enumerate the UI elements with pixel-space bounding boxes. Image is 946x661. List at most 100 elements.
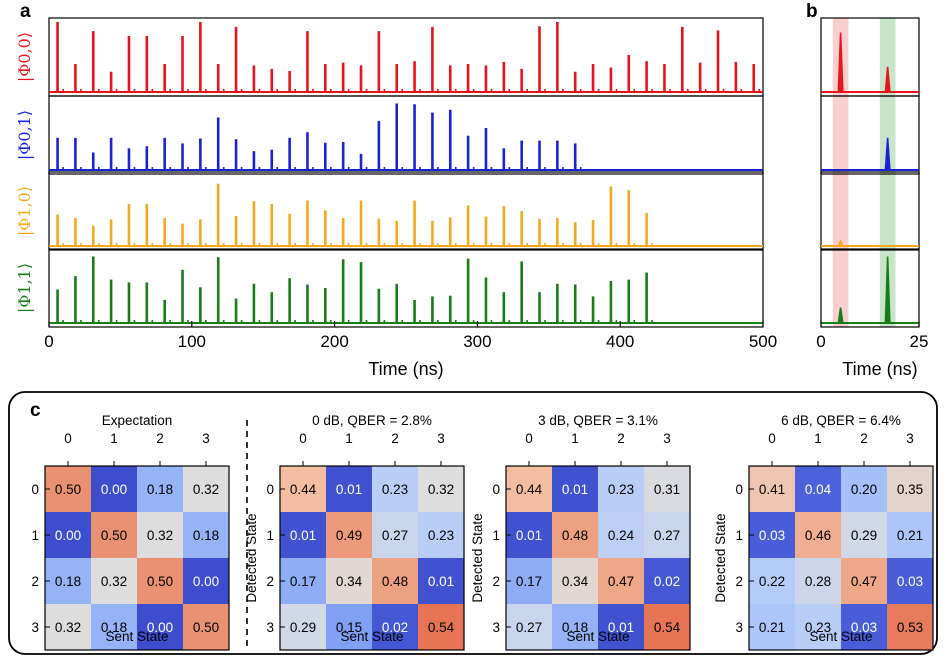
heatmap-cell [372, 604, 418, 650]
panel-b-row-frame [820, 248, 920, 328]
heatmap-row-tick: 2 [492, 574, 500, 589]
heatmap-cell [372, 512, 418, 558]
heatmap-cell [887, 604, 933, 650]
heatmap-cell [45, 604, 91, 650]
heatmap-cell-value: 0.00 [147, 620, 173, 635]
heatmap-cell-value: 0.27 [516, 620, 542, 635]
heatmap-title: Expectation [102, 413, 173, 428]
heatmap-cell [506, 466, 552, 512]
heatmap-xlabel: Sent State [809, 629, 872, 644]
heatmap-cell [506, 512, 552, 558]
heatmap-frame [748, 465, 934, 651]
heatmap-cell [280, 512, 326, 558]
heatmap-cell-value: 0.24 [608, 528, 635, 543]
panel-b-peak [884, 66, 891, 93]
heatmap-cell [137, 558, 183, 604]
heatmap-cell [45, 512, 91, 558]
heatmap-row-tick: 3 [31, 620, 39, 635]
heatmap-row-tick: 1 [266, 528, 274, 543]
heatmap-cell-value: 0.32 [101, 574, 127, 589]
heatmap-cell [598, 604, 644, 650]
heatmap-cell-value: 0.28 [805, 574, 831, 589]
heatmap-cell [506, 604, 552, 650]
heatmap-cell [91, 512, 137, 558]
heatmap-col-tick: 3 [663, 431, 671, 446]
heatmap-cell [326, 466, 372, 512]
panel-b-peak [837, 307, 844, 324]
heatmap-row-tick: 0 [492, 482, 500, 497]
panel-label-c: c [30, 400, 41, 421]
heatmap-cell-value: 0.49 [336, 528, 362, 543]
panel-c-heatmaps: Expectation 0 1 2 3 0.50 0.00 0.18 0.32 0 0.00 0.50… [31, 413, 934, 651]
heatmap-cell-value: 0.23 [428, 528, 454, 543]
heatmap-cell-value: 0.32 [193, 482, 219, 497]
heatmap-cell [552, 512, 598, 558]
heatmap-cell [749, 604, 795, 650]
heatmap-row-tick: 3 [735, 620, 743, 635]
heatmap-cell-value: 0.03 [897, 574, 923, 589]
heatmap-cell-value: 0.46 [805, 528, 831, 543]
heatmap-cell-value: 0.00 [101, 482, 127, 497]
heatmap-cell [326, 558, 372, 604]
heatmap-cell-value: 0.54 [428, 620, 455, 635]
heatmap-cell [137, 466, 183, 512]
heatmap-title: 6 dB, QBER = 6.4% [781, 413, 901, 428]
heatmap-cell-value: 0.22 [759, 574, 785, 589]
panel-label-b: b [806, 1, 818, 22]
heatmap-cell-value: 0.32 [147, 528, 173, 543]
panel-b-peak [837, 239, 844, 247]
panel-a-row-frame [48, 248, 764, 328]
heatmap-cell [372, 558, 418, 604]
heatmap-cell-value: 0.34 [336, 574, 363, 589]
heatmap-cell-value: 0.32 [428, 482, 454, 497]
heatmap-cell [841, 466, 887, 512]
heatmap-cell-value: 0.44 [516, 482, 543, 497]
panel-b-tick-label: 25 [910, 332, 929, 351]
heatmap-cell-value: 0.53 [897, 620, 923, 635]
panel-a-row-frame [48, 17, 764, 97]
heatmap-row-tick: 2 [266, 574, 274, 589]
heatmap-cell [644, 512, 690, 558]
panel-b-time-axis: Time (ns) 0 25 [816, 321, 928, 379]
state-label: |Φ1,0⟩ [15, 186, 34, 236]
panel-a-row-frame [48, 95, 764, 175]
heatmap-cell-value: 0.29 [290, 620, 316, 635]
heatmap-cell [183, 466, 229, 512]
heatmap-cell-value: 0.23 [608, 482, 634, 497]
heatmap-cell-value: 0.01 [516, 528, 542, 543]
heatmap-col-tick: 1 [814, 431, 822, 446]
heatmap-cell [644, 604, 690, 650]
heatmap-cell-value: 0.32 [55, 620, 81, 635]
heatmap-row-tick: 3 [492, 620, 500, 635]
heatmap-cell-value: 0.54 [654, 620, 681, 635]
heatmap-cell-value: 0.47 [608, 574, 634, 589]
heatmap-cell [749, 512, 795, 558]
heatmap-cell [183, 512, 229, 558]
heatmap-col-tick: 0 [299, 431, 307, 446]
panel-a-row-frame [48, 171, 764, 251]
panel-b-row-frame [820, 171, 920, 251]
heatmap-cell [137, 604, 183, 650]
heatmap-cell-value: 0.01 [336, 482, 362, 497]
heatmap-cell-value: 0.48 [382, 574, 408, 589]
heatmap-cell [598, 512, 644, 558]
heatmap-cell [841, 558, 887, 604]
heatmap-cell [644, 558, 690, 604]
panel-a-tick-label: 500 [749, 332, 777, 351]
heatmap-cell-value: 0.48 [562, 528, 588, 543]
heatmap-frame [279, 465, 465, 651]
heatmap-cell-value: 0.01 [562, 482, 588, 497]
heatmap-cell-value: 0.31 [654, 482, 680, 497]
panel-b-peak [884, 137, 891, 171]
heatmap-cell [841, 512, 887, 558]
heatmap-cell-value: 0.03 [759, 528, 785, 543]
heatmap-cell-value: 0.21 [897, 528, 923, 543]
panel-a-tick-label: 300 [463, 332, 491, 351]
heatmap-col-tick: 2 [617, 431, 625, 446]
panel-a-tick-label: 0 [44, 332, 53, 351]
heatmap-cell-value: 0.50 [193, 620, 219, 635]
heatmap-col-tick: 1 [110, 431, 118, 446]
heatmap-row-tick: 0 [266, 482, 274, 497]
state-label: |Φ0,0⟩ [15, 32, 34, 82]
heatmap-col-tick: 1 [571, 431, 579, 446]
